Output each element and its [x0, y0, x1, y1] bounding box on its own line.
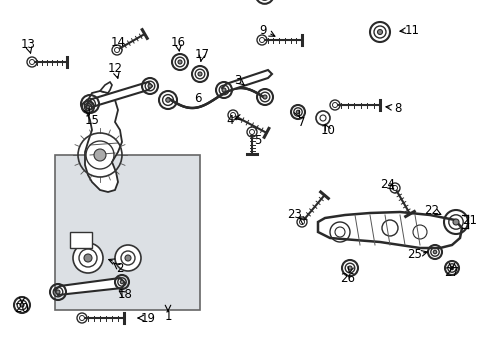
- Circle shape: [392, 185, 397, 190]
- Text: 8: 8: [393, 102, 401, 114]
- Text: 14: 14: [110, 36, 125, 49]
- Polygon shape: [317, 212, 461, 248]
- Circle shape: [319, 115, 325, 121]
- Text: 25: 25: [407, 248, 422, 261]
- Circle shape: [347, 266, 351, 270]
- Circle shape: [259, 37, 264, 42]
- Text: 22: 22: [424, 203, 439, 216]
- Text: 26: 26: [340, 271, 355, 284]
- Circle shape: [165, 98, 170, 102]
- Polygon shape: [100, 82, 112, 93]
- Circle shape: [148, 84, 152, 88]
- Circle shape: [73, 243, 103, 273]
- Circle shape: [230, 112, 235, 117]
- Circle shape: [56, 290, 60, 294]
- FancyBboxPatch shape: [55, 155, 200, 310]
- Polygon shape: [88, 82, 152, 107]
- Bar: [70, 232, 92, 248]
- Circle shape: [452, 219, 458, 225]
- Circle shape: [377, 30, 382, 35]
- Text: 9: 9: [259, 23, 266, 36]
- Text: 10: 10: [320, 123, 335, 136]
- Text: 21: 21: [462, 213, 476, 226]
- Text: 23: 23: [287, 208, 302, 221]
- Text: 3: 3: [234, 73, 241, 86]
- Text: 19: 19: [140, 311, 155, 324]
- Circle shape: [178, 60, 182, 64]
- Circle shape: [120, 280, 123, 284]
- Circle shape: [115, 245, 141, 271]
- Text: 4: 4: [226, 113, 233, 126]
- Circle shape: [296, 110, 299, 114]
- Text: 16: 16: [170, 36, 185, 49]
- Text: 12: 12: [107, 62, 122, 75]
- Circle shape: [432, 250, 436, 254]
- Text: 24: 24: [380, 179, 395, 192]
- Text: 17: 17: [194, 49, 209, 62]
- Circle shape: [94, 149, 106, 161]
- Text: 13: 13: [20, 37, 35, 50]
- Text: 15: 15: [84, 113, 99, 126]
- Text: 11: 11: [404, 23, 419, 36]
- Text: 20: 20: [15, 302, 29, 315]
- Circle shape: [332, 103, 337, 108]
- Text: 18: 18: [117, 288, 132, 302]
- Circle shape: [299, 220, 304, 225]
- Circle shape: [449, 266, 453, 270]
- Text: 5: 5: [254, 134, 261, 147]
- Circle shape: [198, 72, 202, 76]
- Circle shape: [114, 48, 119, 53]
- Polygon shape: [85, 91, 122, 192]
- Circle shape: [84, 254, 92, 262]
- Circle shape: [29, 59, 35, 64]
- Polygon shape: [222, 70, 271, 92]
- Circle shape: [263, 95, 266, 99]
- Circle shape: [87, 102, 92, 106]
- Circle shape: [249, 130, 254, 135]
- Polygon shape: [55, 278, 125, 295]
- Text: 27: 27: [444, 266, 459, 279]
- Text: 2: 2: [116, 261, 123, 274]
- Circle shape: [222, 88, 225, 92]
- Circle shape: [86, 105, 89, 108]
- Text: 1: 1: [164, 310, 171, 323]
- Text: 7: 7: [298, 116, 305, 129]
- Circle shape: [20, 303, 24, 307]
- Circle shape: [125, 255, 131, 261]
- Circle shape: [80, 315, 84, 320]
- Text: 6: 6: [194, 93, 202, 105]
